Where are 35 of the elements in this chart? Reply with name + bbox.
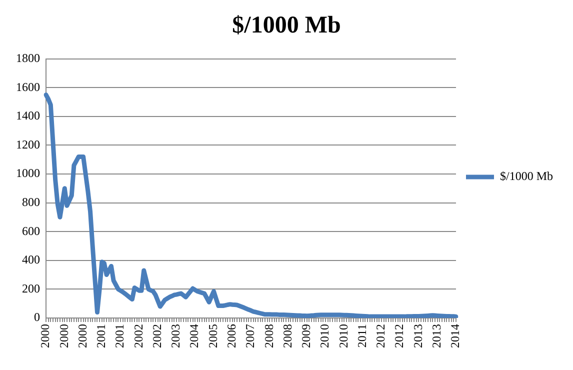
x-tick-label: 2001 (94, 324, 108, 348)
x-tick-label: 2006 (224, 324, 239, 348)
x-tick-label: 2013 (410, 324, 425, 348)
chart-title: $/1000 Mb (232, 12, 341, 39)
x-tick-label: 2010 (318, 324, 332, 348)
x-tick-label: 2012 (392, 324, 406, 348)
y-tick-label: 600 (22, 224, 40, 238)
x-tick-label: 2000 (38, 324, 52, 348)
y-tick-label: 0 (34, 310, 40, 324)
x-tick-label: 2014 (448, 324, 462, 348)
y-tick-label: 800 (22, 194, 40, 209)
x-tick-label: 2013 (430, 324, 444, 348)
x-tick-label: 2007 (243, 324, 258, 348)
x-tick-label: 2008 (262, 324, 276, 348)
x-tick-label: 2009 (299, 324, 314, 348)
y-tick-label: 1000 (16, 166, 40, 180)
x-tick-label: 2004 (187, 324, 202, 348)
x-tick-label: 2010 (336, 324, 350, 348)
x-tick-label: 2003 (168, 324, 183, 348)
x-tick-label: 2012 (374, 324, 388, 348)
x-tick-label: 2000 (75, 324, 90, 348)
y-tick-label: 1600 (16, 80, 40, 94)
x-tick-label: 2001 (112, 324, 127, 348)
y-tick-label: 1200 (16, 137, 40, 152)
x-tick-label: 2002 (131, 324, 146, 348)
x-tick-label: 2005 (206, 324, 220, 348)
x-tick-label: 2011 (354, 324, 369, 348)
legend-label: $/1000 Mb (500, 169, 554, 184)
y-tick-label: 400 (22, 252, 40, 267)
y-tick-label: 1800 (16, 50, 40, 65)
y-tick-label: 200 (22, 281, 40, 296)
x-tick-label: 2000 (56, 324, 71, 348)
y-tick-label: 1400 (16, 108, 40, 123)
x-tick-label: 2008 (280, 324, 294, 348)
x-tick-label: 2002 (150, 324, 164, 348)
